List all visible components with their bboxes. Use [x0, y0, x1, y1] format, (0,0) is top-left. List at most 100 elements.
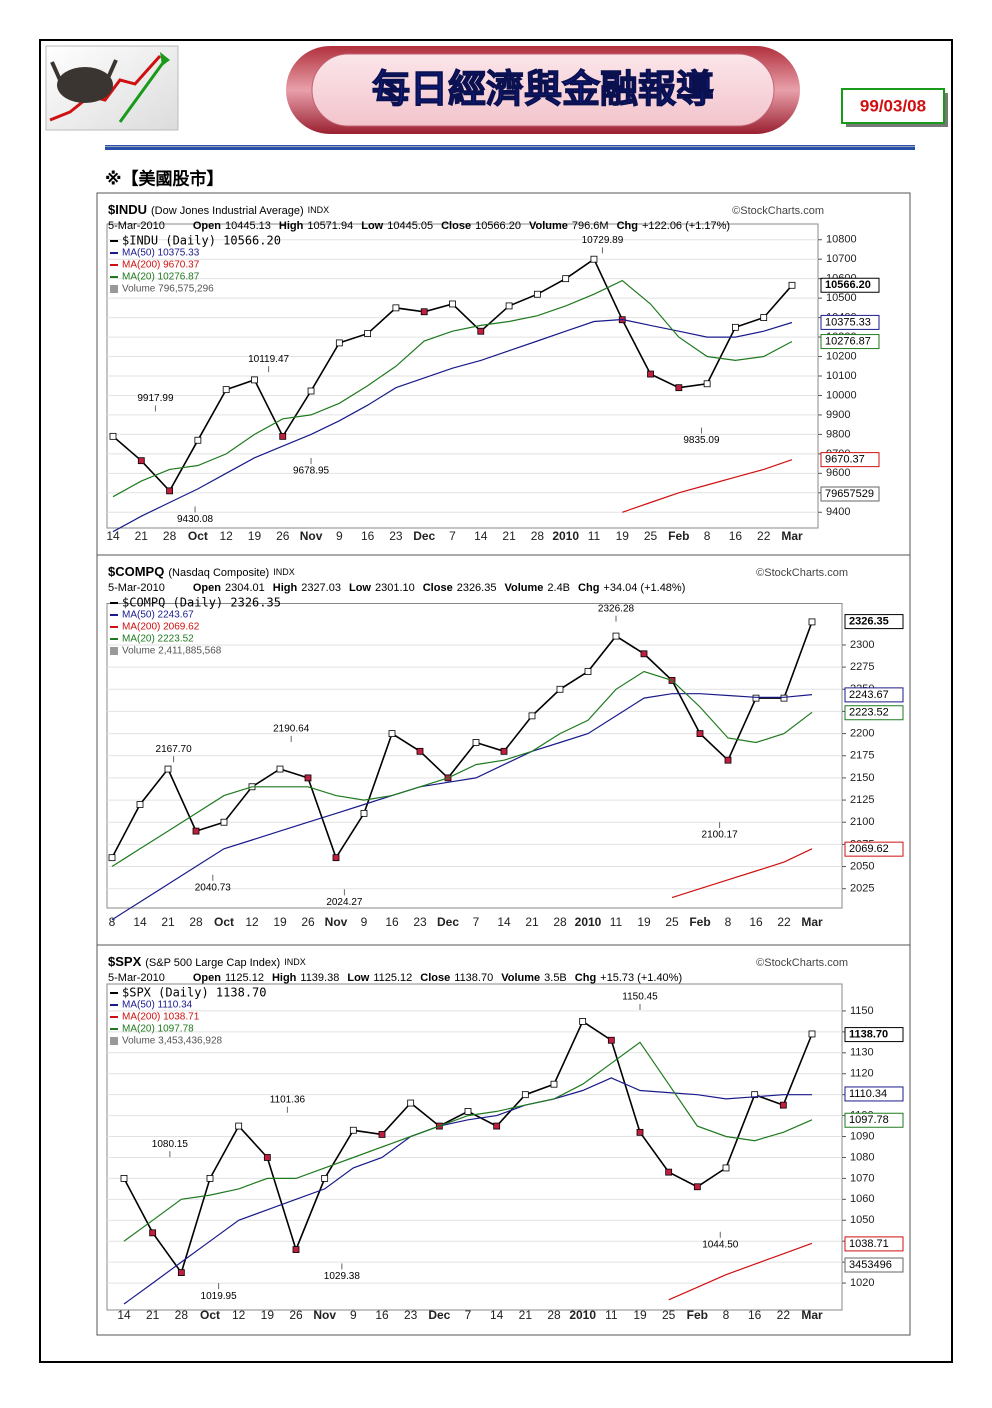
- price-marker: [136, 801, 144, 808]
- x-tick-label: 26: [289, 1308, 303, 1322]
- chart-heading: $SPX (S&P 500 Large Cap Index) INDX: [108, 954, 306, 969]
- x-tick-label: 19: [261, 1308, 275, 1322]
- x-tick-label: 12: [219, 529, 233, 543]
- price-marker: [464, 1108, 472, 1115]
- price-marker: [149, 1229, 157, 1237]
- price-marker: [760, 314, 768, 322]
- price-marker: [220, 818, 228, 826]
- x-tick-label: 22: [777, 915, 791, 929]
- page-border: [39, 39, 953, 1363]
- price-marker: [780, 694, 788, 702]
- annotation-label: 9678.95: [293, 466, 330, 477]
- price-marker: [693, 1183, 701, 1191]
- date-box: 99/03/08: [841, 88, 948, 127]
- credit: ©StockCharts.com: [756, 957, 848, 969]
- price-marker: [584, 668, 592, 675]
- y-tick-label: 1120: [850, 1068, 874, 1080]
- x-tick-label: 23: [413, 915, 427, 929]
- quote-date: 5-Mar-2010: [108, 972, 165, 984]
- x-tick-label: 14: [474, 529, 488, 543]
- x-tick-label: 14: [133, 915, 147, 929]
- x-tick-label: 23: [389, 529, 403, 543]
- x-tick-label: Oct: [188, 529, 208, 543]
- legend-entry: Volume 2,411,885,568: [122, 646, 222, 657]
- price-marker: [477, 327, 485, 335]
- legend-entry: Volume 3,453,436,928: [122, 1036, 223, 1047]
- annotation-label: 2190.64: [273, 724, 310, 735]
- x-tick-label: Oct: [214, 915, 234, 929]
- y-tick-label: 1130: [850, 1047, 874, 1059]
- x-tick-label: 12: [232, 1308, 246, 1322]
- quote-key: Volume: [529, 220, 568, 232]
- moving-average-line: [112, 279, 793, 498]
- price-marker: [332, 854, 340, 862]
- quote-key: Chg: [617, 220, 638, 232]
- price-marker: [349, 1126, 357, 1134]
- volume-tag: [820, 486, 880, 502]
- x-tick-label: 28: [175, 1308, 189, 1322]
- x-tick-label: Dec: [437, 915, 459, 929]
- y-tick-label: 9600: [826, 467, 850, 479]
- price-marker: [665, 1168, 673, 1176]
- x-tick-label: 14: [497, 915, 511, 929]
- price-marker: [166, 487, 173, 495]
- quote-value: 2327.03: [301, 582, 341, 594]
- annotation-label: 1101.36: [270, 1094, 306, 1105]
- price-marker: [364, 330, 372, 337]
- exchange: INDX: [284, 957, 306, 967]
- y-tick-label: 9900: [826, 409, 850, 421]
- plot-area: [106, 983, 843, 1311]
- x-tick-label: 11: [588, 529, 601, 543]
- price-marker: [732, 323, 739, 331]
- price-marker: [263, 1154, 271, 1161]
- chart-heading: $COMPQ (Nasdaq Composite) INDX: [108, 564, 295, 579]
- price-tag: [844, 705, 904, 721]
- legend-swatch: [110, 285, 118, 293]
- logo: [45, 45, 179, 131]
- quote-key: High: [279, 220, 304, 232]
- quote-key: Volume: [504, 582, 543, 594]
- quote-value: +122.06 (+1.17%): [642, 220, 730, 232]
- price-marker: [590, 255, 598, 263]
- x-tick-label: 25: [644, 529, 658, 543]
- moving-average-line: [622, 459, 793, 513]
- y-tick-label: 2300: [850, 639, 874, 651]
- price-marker: [292, 1246, 300, 1253]
- x-tick-label: 16: [729, 529, 743, 543]
- x-tick-label: 9: [361, 915, 368, 929]
- x-tick-label: 16: [385, 915, 399, 929]
- quote-value: 1139.38: [300, 972, 339, 984]
- quote-value: 2.4B: [547, 582, 570, 594]
- legend-entry: $COMPQ (Daily) 2326.35: [122, 596, 281, 610]
- y-tick-label: 1070: [850, 1172, 874, 1184]
- x-tick-label: 9: [350, 1308, 357, 1322]
- legend-swatch: [110, 647, 118, 655]
- price-marker: [449, 300, 456, 308]
- quote-key: Volume: [501, 972, 540, 984]
- price-marker: [675, 384, 683, 392]
- quote-value: 2326.35: [457, 582, 497, 594]
- x-tick-label: 19: [637, 915, 651, 929]
- quote-value: 10571.94: [307, 220, 353, 232]
- x-tick-label: 28: [531, 529, 545, 543]
- price-marker: [335, 339, 343, 347]
- description: (Dow Jones Industrial Average): [151, 205, 304, 217]
- price-marker: [321, 1175, 329, 1182]
- price-marker: [108, 854, 116, 862]
- x-tick-label: 11: [605, 1308, 618, 1322]
- annotation-label: 2167.70: [156, 744, 193, 755]
- quote-key: Open: [193, 220, 221, 232]
- price-line: [111, 621, 813, 860]
- quote-value: 796.6M: [572, 220, 609, 232]
- quote-key: High: [272, 972, 297, 984]
- symbol: $SPX: [108, 954, 142, 969]
- page-title: 每日經濟與金融報導: [372, 68, 714, 111]
- x-tick-label: 26: [276, 529, 290, 543]
- x-tick-label: Dec: [428, 1308, 450, 1322]
- quote-value: 3.5B: [544, 972, 567, 984]
- y-tick-label: 2175: [850, 750, 874, 762]
- y-tick-label: 2275: [850, 661, 874, 673]
- quote-key: Open: [193, 972, 221, 984]
- volume-tag: [844, 1257, 904, 1273]
